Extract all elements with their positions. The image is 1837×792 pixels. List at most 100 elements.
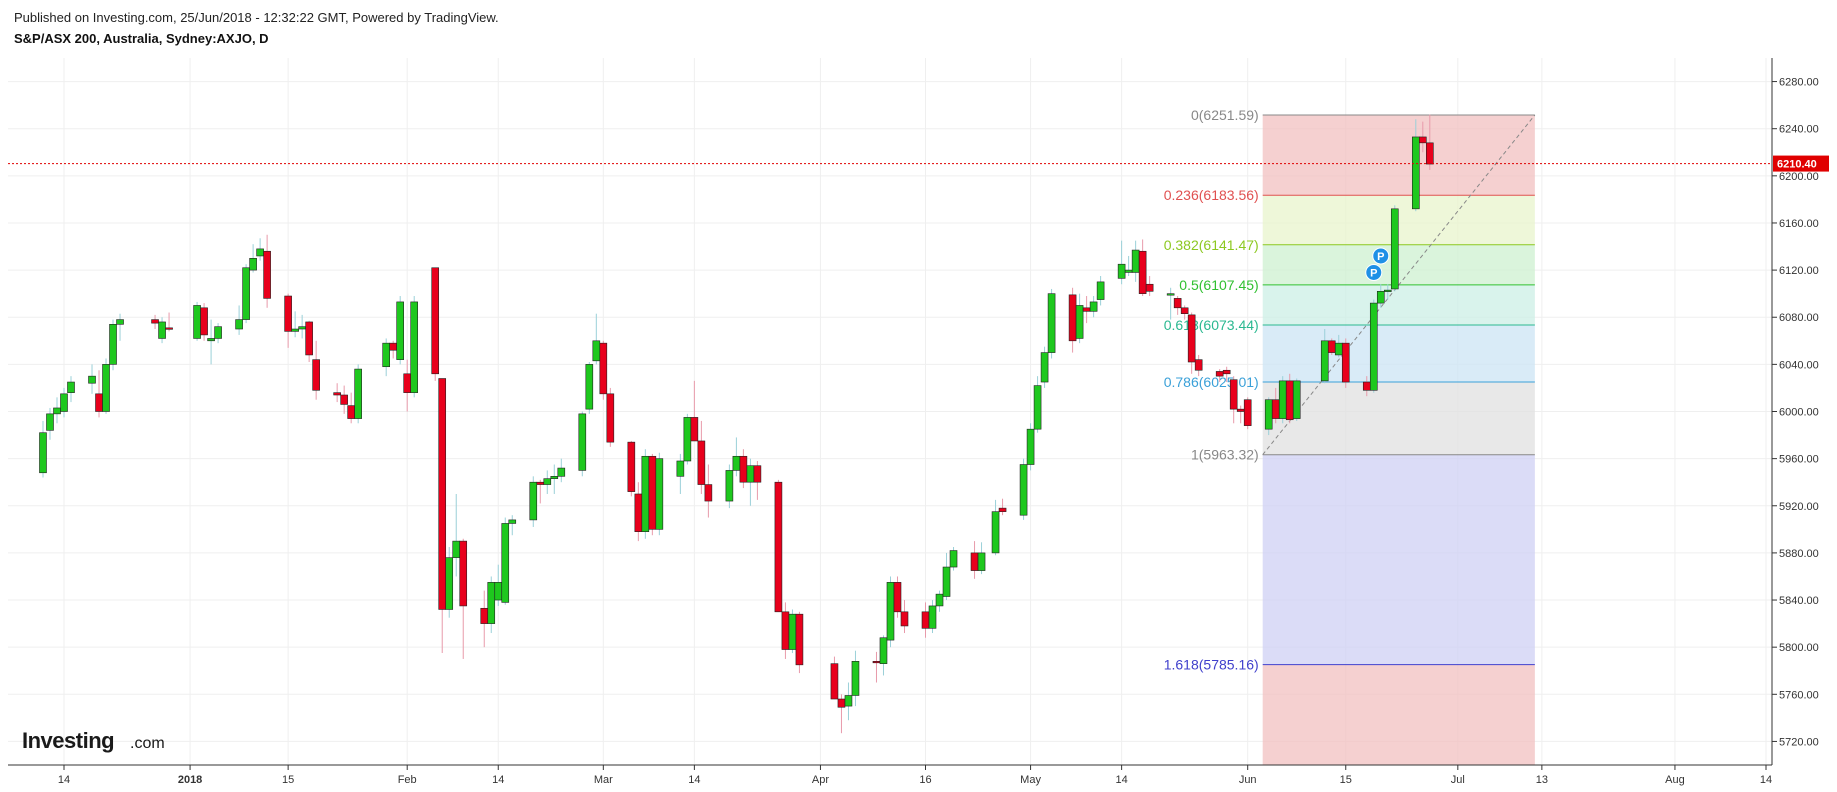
candle-body bbox=[1068, 294, 1077, 342]
candle-body bbox=[1033, 385, 1042, 430]
fib-zone bbox=[1262, 454, 1535, 665]
y-tick-label: 6080.00 bbox=[1779, 312, 1819, 324]
fib-level-label: 0.786(6025.01) bbox=[1164, 374, 1259, 390]
candle-body bbox=[599, 342, 608, 395]
candle-body bbox=[193, 305, 201, 339]
candle-body bbox=[102, 364, 110, 412]
x-tick-label: Aug bbox=[1665, 774, 1685, 786]
logo-main-text: Investing bbox=[22, 728, 114, 753]
candle-body bbox=[151, 319, 159, 324]
candle-body bbox=[1026, 428, 1035, 465]
last-price-label: 6210.40 bbox=[1777, 159, 1817, 171]
candle-body bbox=[1215, 371, 1224, 377]
candle-body bbox=[1411, 136, 1420, 210]
x-tick-label: Feb bbox=[398, 774, 417, 786]
candle-body bbox=[529, 481, 538, 521]
candle-body bbox=[263, 250, 271, 299]
candle-body bbox=[739, 455, 748, 483]
candle-body bbox=[837, 698, 846, 708]
candle-body bbox=[340, 394, 348, 405]
candle-body bbox=[284, 295, 292, 332]
marker-label: P bbox=[1377, 251, 1384, 263]
y-tick-label: 5840.00 bbox=[1779, 595, 1819, 607]
x-tick-label: 15 bbox=[1340, 774, 1352, 786]
candle-body bbox=[249, 258, 257, 271]
axes: 5720.00 5760.00 5800.00 5840.00 5880.00 5920.… bbox=[8, 58, 1819, 786]
candle-body bbox=[39, 432, 47, 474]
candle-body bbox=[543, 478, 552, 485]
fibonacci-retracement[interactable]: 0(6251.59) 0.236(6183.56) 0.382(6141.47) 0.… bbox=[1164, 107, 1536, 765]
x-tick-label: Apr bbox=[812, 774, 829, 786]
candle-body bbox=[95, 393, 103, 412]
candle-body bbox=[1096, 281, 1105, 300]
candle-body bbox=[1271, 399, 1280, 419]
candle-body bbox=[116, 319, 124, 325]
candle-body bbox=[788, 613, 797, 650]
candle-body bbox=[1019, 464, 1028, 516]
candle-body bbox=[1376, 291, 1385, 304]
candle-body bbox=[1138, 250, 1147, 294]
candle-body bbox=[1264, 399, 1273, 430]
event-markers[interactable]: PP bbox=[1365, 247, 1390, 281]
candle-body bbox=[627, 441, 636, 492]
candle-body bbox=[53, 407, 61, 415]
candle-body bbox=[305, 321, 313, 356]
candle-body bbox=[1341, 342, 1350, 383]
candle-body bbox=[998, 507, 1007, 512]
candle-body bbox=[1047, 293, 1056, 353]
candle-body bbox=[1222, 369, 1231, 375]
candle-body bbox=[557, 467, 566, 477]
logo-sub-text: .com bbox=[130, 735, 165, 752]
x-tick-label: 13 bbox=[1536, 774, 1548, 786]
y-tick-label: 6000.00 bbox=[1779, 407, 1819, 419]
candle-body bbox=[431, 267, 440, 375]
candle-body bbox=[830, 663, 839, 700]
marker-badge bbox=[1372, 247, 1390, 265]
x-tick-label: Jun bbox=[1239, 774, 1257, 786]
candle-body bbox=[592, 340, 601, 362]
candle-body bbox=[1292, 380, 1301, 419]
candle-body bbox=[494, 582, 503, 601]
fib-zone bbox=[1262, 382, 1535, 455]
fib-level-label: 1(5963.32) bbox=[1191, 447, 1259, 463]
candle-body bbox=[725, 470, 734, 502]
fib-zone bbox=[1262, 115, 1535, 196]
candle-body bbox=[291, 328, 299, 332]
candle-body bbox=[893, 582, 902, 613]
fib-trend-line bbox=[1262, 114, 1536, 456]
candle-body bbox=[1180, 307, 1189, 314]
candle-body bbox=[459, 540, 468, 607]
x-tick-label: 15 bbox=[282, 774, 294, 786]
fib-level-label: 0.236(6183.56) bbox=[1164, 187, 1259, 203]
candle-body bbox=[207, 338, 215, 342]
candle-body bbox=[333, 392, 341, 396]
candle-body bbox=[683, 417, 692, 462]
candle-body bbox=[46, 413, 54, 431]
fib-zone bbox=[1262, 195, 1535, 245]
fib-zone bbox=[1262, 664, 1535, 765]
candle-body bbox=[508, 519, 517, 524]
candle-body bbox=[732, 455, 741, 471]
candle-body bbox=[690, 417, 699, 442]
chart-header: Published on Investing.com, 25/Jun/2018 … bbox=[14, 10, 499, 46]
candle-body bbox=[1236, 408, 1245, 412]
candle-body bbox=[949, 550, 958, 568]
candle-body bbox=[214, 326, 222, 339]
symbol-title: S&P/ASX 200, Australia, Sydney:AXJO, D bbox=[14, 31, 269, 46]
candle-body bbox=[1362, 381, 1371, 391]
y-tick-label: 6120.00 bbox=[1779, 265, 1819, 277]
candle-body bbox=[1327, 340, 1336, 353]
candle-body bbox=[403, 373, 412, 393]
candle-body bbox=[256, 248, 264, 257]
x-tick-label: May bbox=[1020, 774, 1041, 786]
candle-body bbox=[1285, 380, 1294, 421]
x-tick-label: 16 bbox=[919, 774, 931, 786]
y-tick-label: 6200.00 bbox=[1779, 171, 1819, 183]
y-tick-label: 5800.00 bbox=[1779, 642, 1819, 654]
candle-body bbox=[487, 582, 496, 624]
candle-body bbox=[550, 476, 559, 479]
candle-body bbox=[585, 364, 594, 410]
candle-body bbox=[389, 342, 397, 351]
y-tick-label: 6240.00 bbox=[1779, 124, 1819, 136]
